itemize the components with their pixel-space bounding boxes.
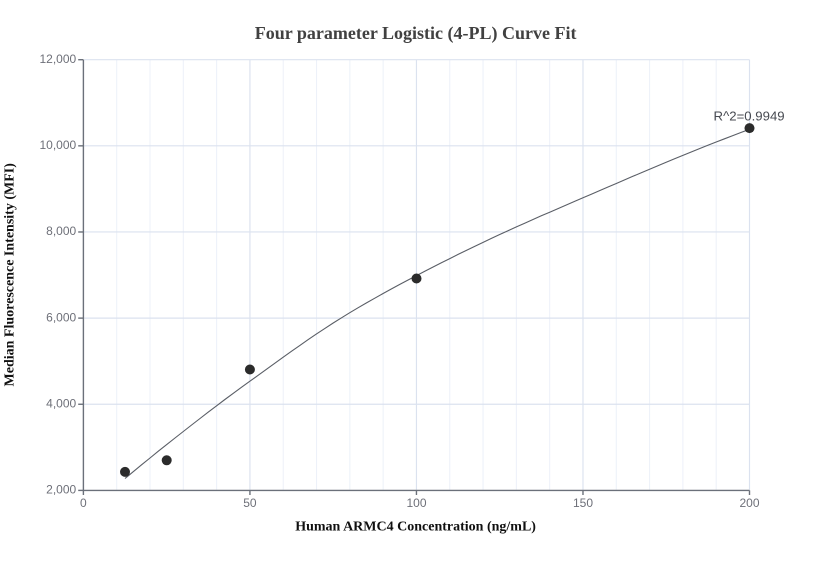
svg-text:100: 100 <box>406 496 426 510</box>
svg-text:6,000: 6,000 <box>46 310 76 324</box>
svg-text:4,000: 4,000 <box>46 397 76 411</box>
svg-text:Four parameter Logistic (4-PL): Four parameter Logistic (4-PL) Curve Fit <box>255 23 577 44</box>
svg-text:10,000: 10,000 <box>39 138 76 152</box>
svg-text:Median Fluorescence Intensity: Median Fluorescence Intensity (MFI) <box>2 163 17 387</box>
svg-text:2,000: 2,000 <box>46 483 76 497</box>
svg-text:50: 50 <box>243 496 257 510</box>
svg-text:R^2=0.9949: R^2=0.9949 <box>714 108 785 123</box>
svg-text:Human ARMC4 Concentration (ng/: Human ARMC4 Concentration (ng/mL) <box>295 519 536 534</box>
svg-text:200: 200 <box>739 496 759 510</box>
svg-text:12,000: 12,000 <box>39 52 76 66</box>
svg-text:0: 0 <box>80 496 87 510</box>
svg-text:8,000: 8,000 <box>46 224 76 238</box>
svg-text:150: 150 <box>573 496 593 510</box>
